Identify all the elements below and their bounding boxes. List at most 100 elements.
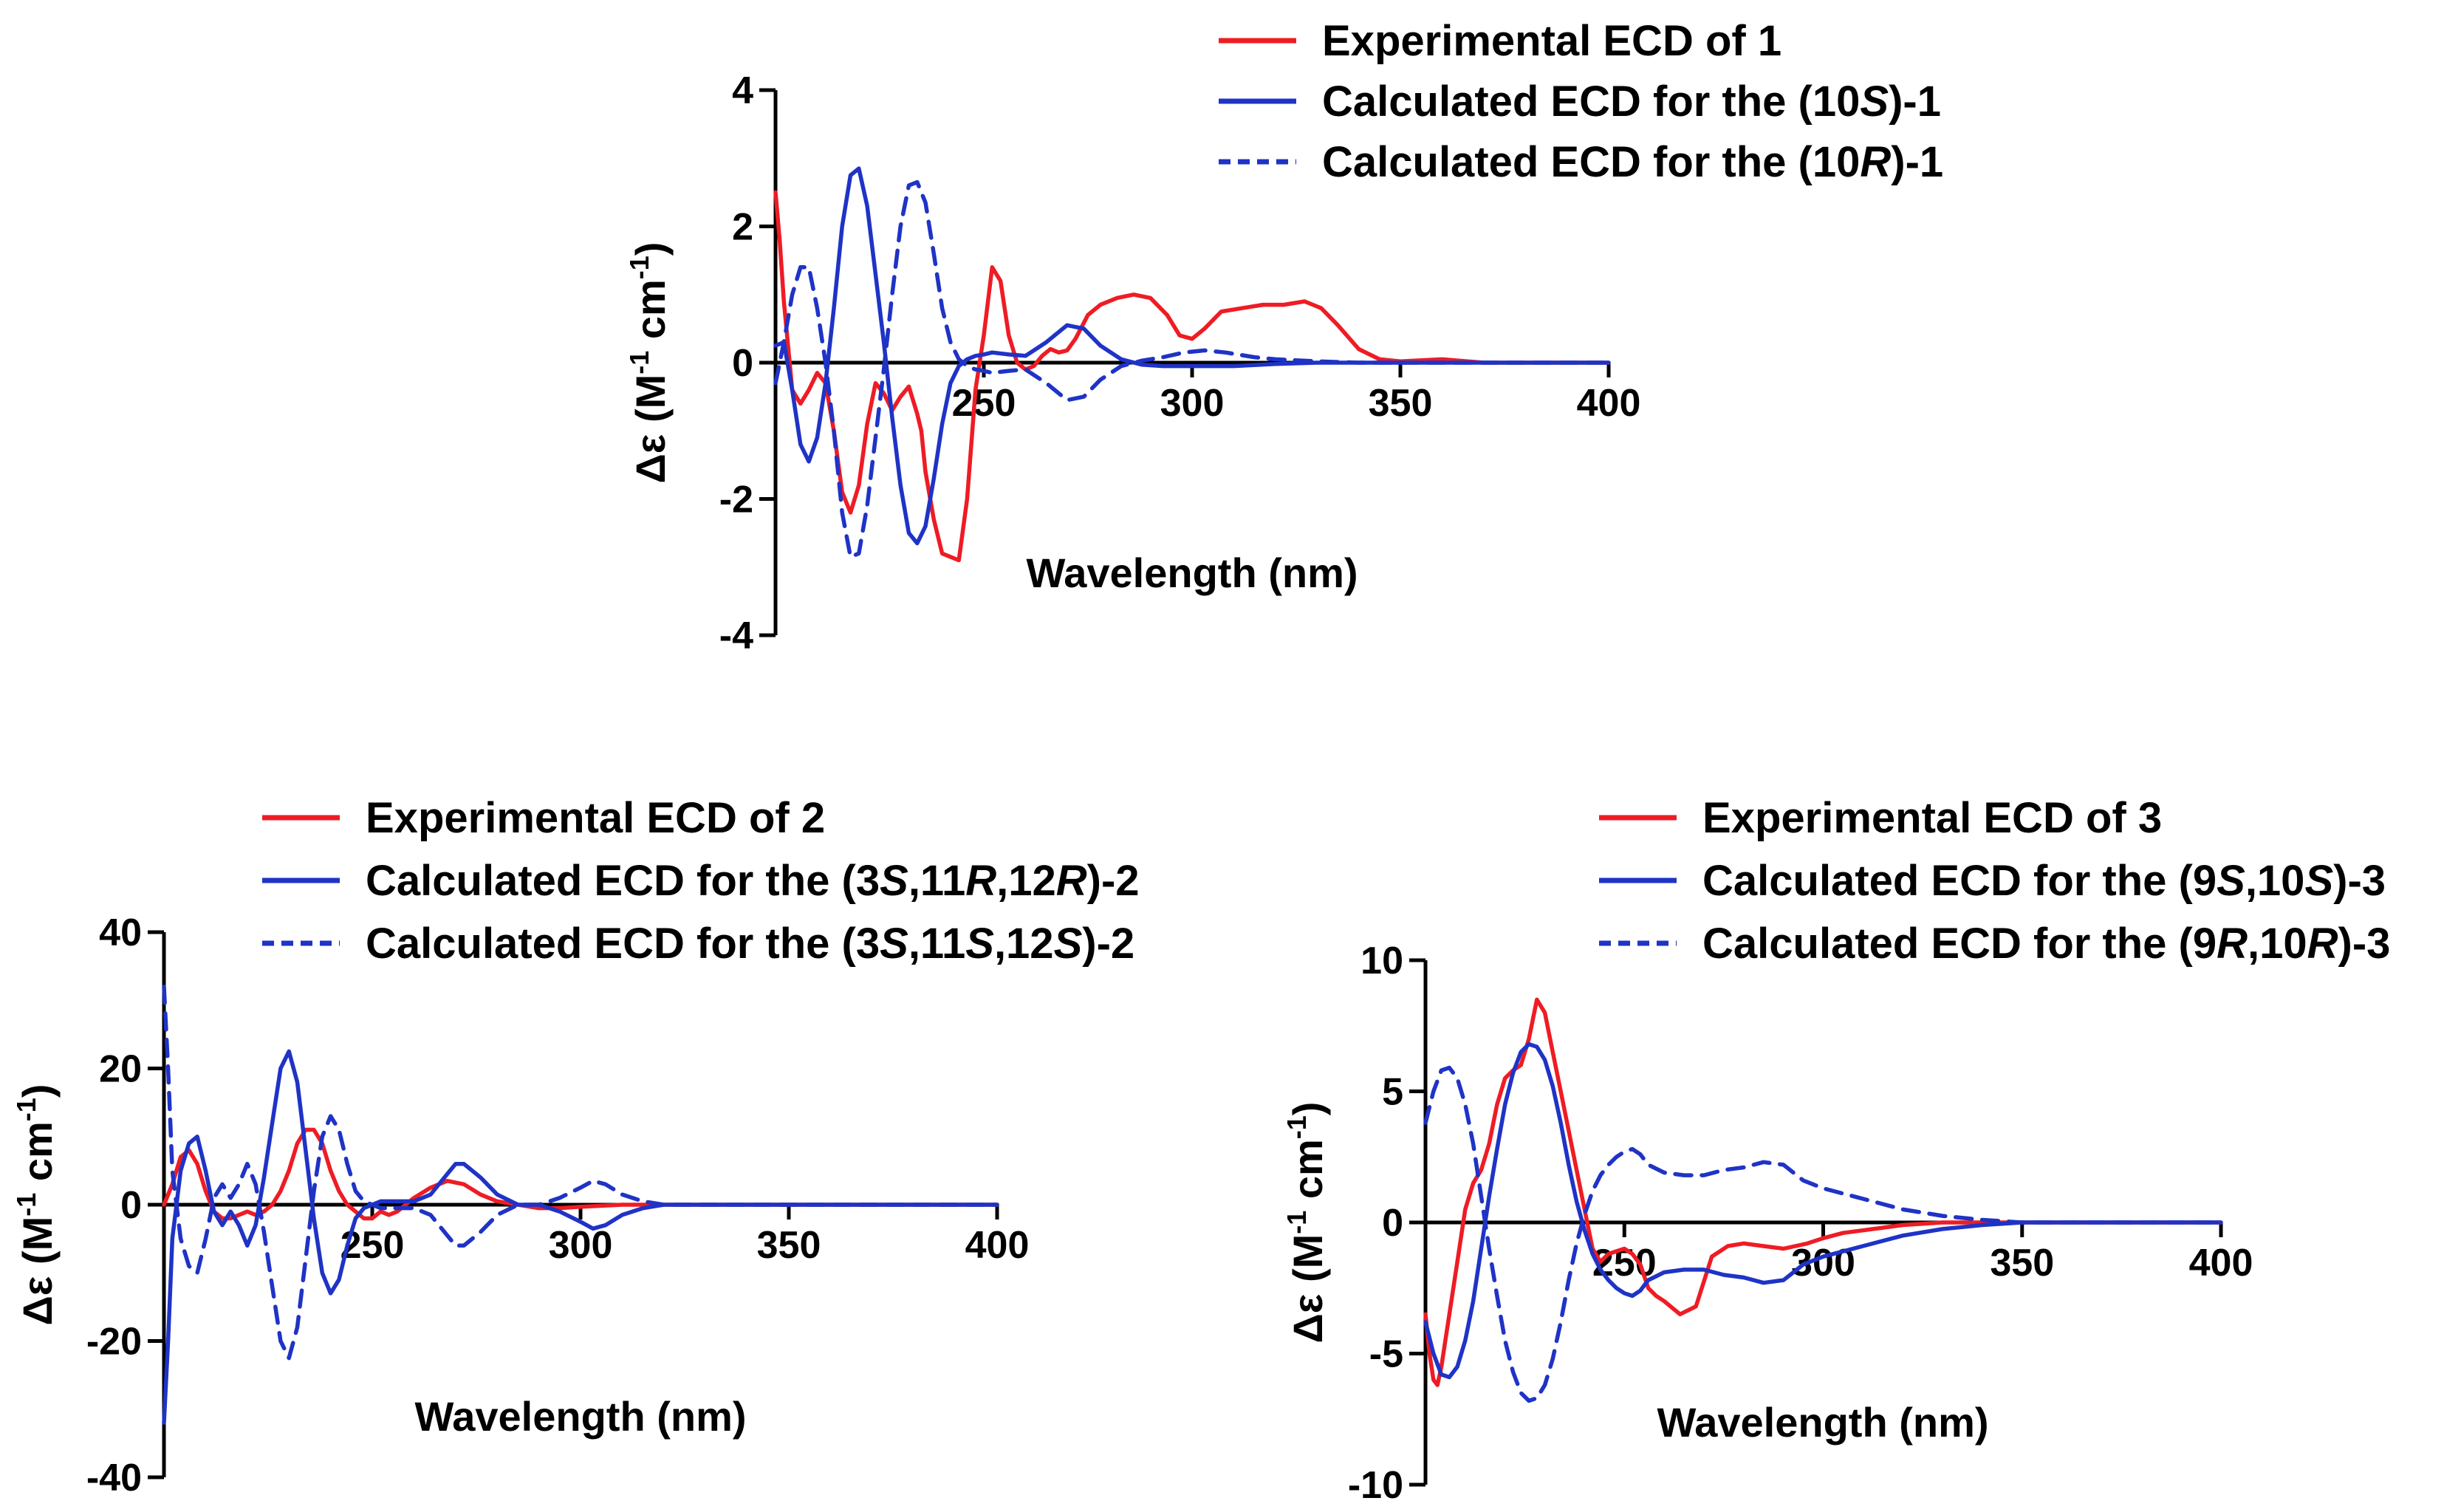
legend-label-part: Experimental ECD of [366,794,801,842]
legend-label-part: ,12 [996,857,1056,905]
legend-label-part: ,12 [994,920,1054,968]
y-tick-label: 0 [732,342,753,385]
series-line-dashed-2 [773,179,1611,559]
legend-label-part: Calculated ECD for the (9 [1702,857,2217,905]
y-axis-title-part: ) [1284,1102,1331,1116]
y-tick-label: 5 [1382,1071,1403,1114]
legend-label-part: Calculated ECD for the (10 [1322,138,1860,186]
y-axis-title-sup: -1 [1281,1115,1312,1139]
x-axis-title: Wavelength (nm) [1657,1399,1988,1446]
legend: Experimental ECD of 2 Calculated ECD for … [262,794,1140,968]
y-tick-label: -40 [86,1457,142,1499]
y-tick-label: 20 [99,1048,142,1091]
legend-label-italic: R [2217,920,2248,968]
legend-label-italic: S [1860,78,1889,126]
y-tick-label: 0 [1382,1202,1403,1245]
x-tick-label: 300 [1160,382,1225,425]
legend-label-italic: R [1860,138,1891,186]
y-axis-title-part: cm [1284,1139,1331,1211]
y-tick-label: -10 [1348,1464,1403,1507]
legend-label: Calculated ECD for the (10R)-1 [1322,138,1943,186]
series-line-solid-0 [773,190,1611,563]
legend-label-italic: S [2217,857,2245,905]
legend-label-part: )-1 [1889,78,1941,126]
y-tick-label: -4 [719,615,753,657]
legend-label-part: ,11 [908,920,965,968]
x-tick-label: 250 [952,382,1016,425]
y-axis-title-sup: -1 [624,256,654,279]
legend-label-part: )-3 [2338,920,2391,968]
legend-label-italic: R [965,857,996,905]
legend-label-part: Experimental ECD of [1322,17,1758,65]
y-tick-label: -20 [86,1321,142,1364]
y-axis-title-part: cm [627,279,674,351]
y-axis-title-sup: -1 [1281,1211,1312,1234]
series-line-solid-1 [1423,1041,2223,1380]
y-axis-title-sup: -1 [11,1098,41,1121]
legend-label-part: Calculated ECD for the (3 [366,920,880,968]
series-line-dashed-2 [1423,1065,2223,1403]
y-tick-label: -5 [1369,1333,1403,1376]
series-line-solid-0 [1423,997,2223,1387]
series-line-dashed-2 [162,985,999,1361]
y-axis-title-part: ) [627,242,674,256]
y-tick-label: 0 [120,1184,142,1227]
x-tick-label: 400 [1577,382,1641,425]
legend-label-italic: S [1054,920,1083,968]
legend-label-part: )-2 [1082,920,1134,968]
legend-label-italic: R [2307,920,2338,968]
y-axis-title-part: cm [14,1121,61,1193]
y-tick-label: 40 [99,911,142,954]
legend-label-part: ,11 [908,857,965,905]
x-tick-label: 300 [549,1224,613,1267]
y-axis-title: Δε (M-1 cm-1) [624,242,674,484]
legend-label-part: Calculated ECD for the (10 [1322,78,1860,126]
legend: Experimental ECD of 3 Calculated ECD for … [1599,794,2390,968]
y-axis-title-sup: -1 [11,1193,41,1217]
series-line-solid-1 [162,1049,999,1425]
y-axis-title-part: Δε (M [14,1217,61,1326]
x-tick-label: 400 [2189,1242,2253,1284]
legend-label: Calculated ECD for the (9S,10S)-3 [1702,857,2386,905]
legend-label-part: Calculated ECD for the (9 [1702,920,2217,968]
y-axis-title-sup: -1 [624,351,654,374]
y-axis-title: Δε (M-1 cm-1) [11,1084,61,1326]
legend-label-part: )-1 [1891,138,1943,186]
y-axis-title-part: ) [14,1084,61,1098]
y-tick-label: -2 [719,479,753,521]
x-axis-title: Wavelength (nm) [1026,550,1358,596]
legend-label-part: 3 [2138,794,2162,842]
legend-label: Calculated ECD for the (10S)-1 [1322,78,1941,126]
legend-label-part: 1 [1758,17,1781,65]
legend-label-part: )-2 [1087,857,1140,905]
legend-label-italic: S [880,920,908,968]
legend-label: Experimental ECD of 1 [1322,17,1781,65]
legend: Experimental ECD of 1 Calculated ECD for … [1219,17,1943,186]
y-axis-title: Δε (M-1 cm-1) [1281,1102,1331,1344]
legend-label-part: )-3 [2333,857,2386,905]
x-axis-title: Wavelength (nm) [414,1393,746,1440]
legend-label: Calculated ECD for the (3S,11R,12R)-2 [366,857,1140,905]
x-tick-label: 400 [965,1224,1030,1267]
series-line-solid-1 [773,166,1611,546]
y-axis-title-part: Δε (M [1284,1234,1331,1344]
legend-label: Calculated ECD for the (9R,10R)-3 [1702,920,2390,968]
legend-label-italic: S [965,920,994,968]
legend-label-part: ,10 [2245,857,2305,905]
legend-label: Experimental ECD of 2 [366,794,825,842]
y-axis-title-part: Δε (M [627,374,674,484]
x-tick-label: 300 [1791,1242,1855,1284]
legend-label: Experimental ECD of 3 [1702,794,2162,842]
y-tick-label: 2 [732,206,753,249]
legend-label-part: 2 [801,794,825,842]
legend-label-italic: S [880,857,908,905]
y-tick-label: 4 [732,69,753,112]
y-tick-label: 10 [1360,940,1403,982]
x-tick-label: 350 [757,1224,821,1267]
legend-label-part: Calculated ECD for the (3 [366,857,880,905]
x-tick-label: 350 [1369,382,1433,425]
legend-label-part: ,10 [2248,920,2307,968]
